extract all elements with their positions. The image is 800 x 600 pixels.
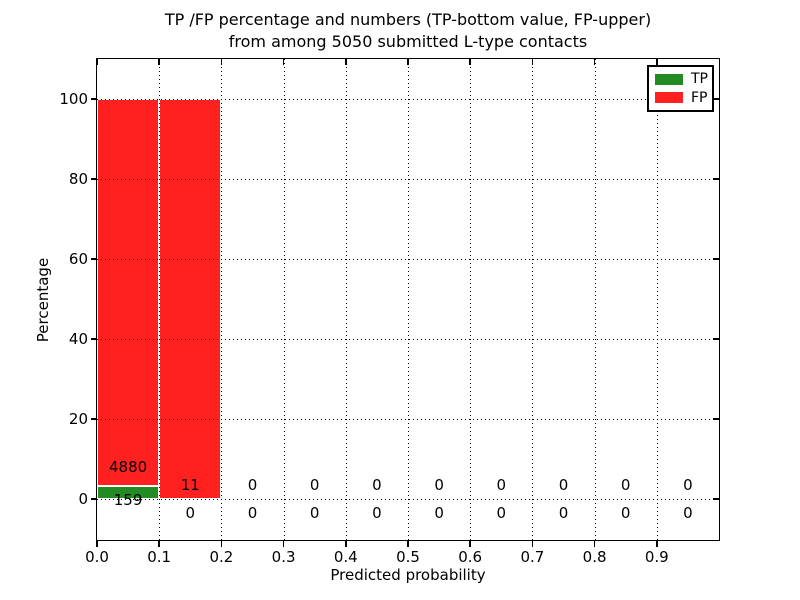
chart-title: TP /FP percentage and numbers (TP-bottom…: [97, 9, 719, 53]
x-tick-label: 0.0: [85, 548, 109, 566]
x-tick-mark: [407, 540, 409, 547]
x-tick-mark: [531, 540, 534, 547]
x-tick-label: 0.2: [209, 548, 234, 566]
plot-area: [96, 58, 720, 541]
y-tick-label: 100: [59, 90, 88, 108]
fp-swatch-icon: [655, 92, 683, 104]
x-tick-mark: [282, 540, 285, 547]
x-tick-mark: [158, 540, 160, 547]
y-tick-label: 20: [68, 410, 88, 428]
x-tick-mark: [345, 540, 347, 547]
x-tick-label: 0.9: [644, 548, 669, 566]
x-tick-label: 0.4: [333, 548, 358, 566]
chart-title-line2: from among 5050 submitted L-type contact…: [228, 32, 588, 51]
x-tick-label: 0.7: [520, 548, 545, 566]
y-tick-label: 0: [78, 490, 88, 508]
x-tick-mark: [469, 540, 471, 547]
x-tick-mark: [593, 540, 596, 547]
x-tick-label: 0.6: [458, 548, 483, 566]
legend: TP FP: [647, 65, 714, 112]
chart-title-line1: TP /FP percentage and numbers (TP-bottom…: [164, 10, 652, 29]
x-tick-label: 0.3: [271, 548, 296, 566]
y-tick-label: 80: [68, 170, 88, 188]
x-tick-mark: [220, 540, 223, 547]
x-tick-mark: [96, 540, 98, 547]
x-axis-label: Predicted probability: [330, 566, 486, 584]
legend-row-fp: FP: [655, 89, 708, 106]
legend-label-tp: TP: [691, 71, 708, 88]
x-tick-label: 0.8: [582, 548, 607, 566]
y-axis-label: Percentage: [34, 257, 52, 343]
x-tick-label: 0.5: [396, 548, 420, 566]
legend-label-fp: FP: [691, 89, 708, 106]
x-tick-label: 0.1: [147, 548, 172, 566]
legend-row-tp: TP: [655, 71, 708, 88]
x-tick-mark: [656, 540, 658, 547]
tp-swatch-icon: [655, 73, 683, 85]
